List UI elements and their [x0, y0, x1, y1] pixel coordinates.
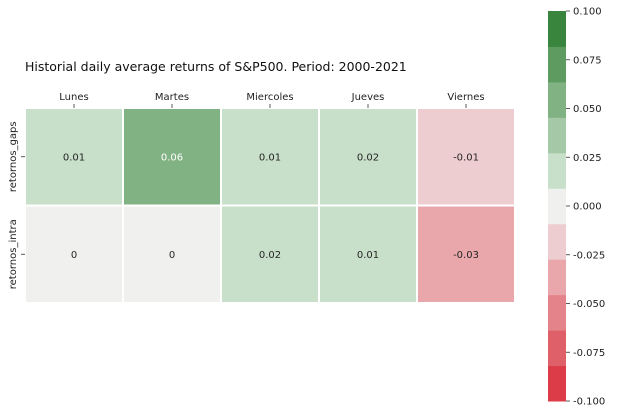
colorbar-segment — [548, 365, 566, 402]
colorbar-segment — [548, 259, 566, 296]
colorbar-tick-label: 0.050 — [573, 104, 602, 115]
colorbar-tick-label: 0.075 — [573, 55, 602, 66]
colorbar-segment — [548, 188, 566, 225]
colorbar-tick-label: 0.100 — [573, 7, 602, 18]
colorbar-segment — [548, 152, 566, 189]
colorbar-segment — [548, 330, 566, 367]
x-tick-label: Martes — [155, 92, 189, 103]
colorbar-tick-label: 0.000 — [573, 202, 602, 213]
cell-value-label: -0.01 — [453, 152, 479, 163]
chart-title: Historial daily average returns of S&P50… — [25, 59, 407, 74]
colorbar-segment — [548, 294, 566, 331]
heatmap-cell — [122, 107, 222, 207]
colorbar: -0.100 -0.075 -0.050 -0.025 0.000 0.025 0.050 0… — [548, 7, 605, 408]
heatmap-cells: 0.01 0.06 0.01 0.02 -0.01 0 0 0.02 0.01 -0.03 — [24, 107, 516, 304]
colorbar-tick-label: -0.025 — [573, 250, 605, 261]
colorbar-segment — [548, 46, 566, 83]
colorbar-segment — [548, 11, 566, 47]
colorbar-tick-label: -0.075 — [573, 348, 605, 359]
x-tick-label: Lunes — [59, 92, 88, 103]
colorbar-tick-label: -0.100 — [573, 397, 605, 408]
x-axis-ticks: Lunes Martes Miercoles Jueves Viernes — [59, 92, 485, 108]
colorbar-tick-label: 0.025 — [573, 153, 602, 164]
colorbar-segment — [548, 117, 566, 154]
cell-value-label: 0 — [169, 250, 175, 261]
x-tick-label: Jueves — [351, 92, 385, 103]
y-tick-label: retornos_intra — [8, 219, 19, 289]
heatmap-cell — [24, 107, 124, 207]
heatmap-cell — [416, 204, 516, 304]
y-tick-label: retornos_gaps — [8, 121, 19, 192]
cell-value-label: 0.01 — [259, 152, 281, 163]
x-tick-label: Miercoles — [246, 92, 293, 103]
cell-value-label: 0.01 — [63, 152, 85, 163]
heatmap-cell — [220, 204, 320, 304]
cell-value-label: 0.06 — [161, 152, 183, 163]
colorbar-segment — [548, 81, 566, 118]
cell-value-label: 0 — [71, 250, 77, 261]
cell-value-label: 0.02 — [357, 152, 379, 163]
cell-value-label: 0.01 — [357, 250, 379, 261]
x-tick-label: Viernes — [447, 92, 484, 103]
heatmap-cell — [318, 204, 418, 304]
cell-value-label: -0.03 — [453, 250, 479, 261]
y-axis-ticks: retornos_gaps retornos_intra — [8, 121, 25, 289]
colorbar-segment — [548, 223, 566, 260]
cell-value-label: 0.02 — [259, 250, 281, 261]
heatmap-cell — [122, 204, 222, 304]
colorbar-tick-label: -0.050 — [573, 299, 605, 310]
